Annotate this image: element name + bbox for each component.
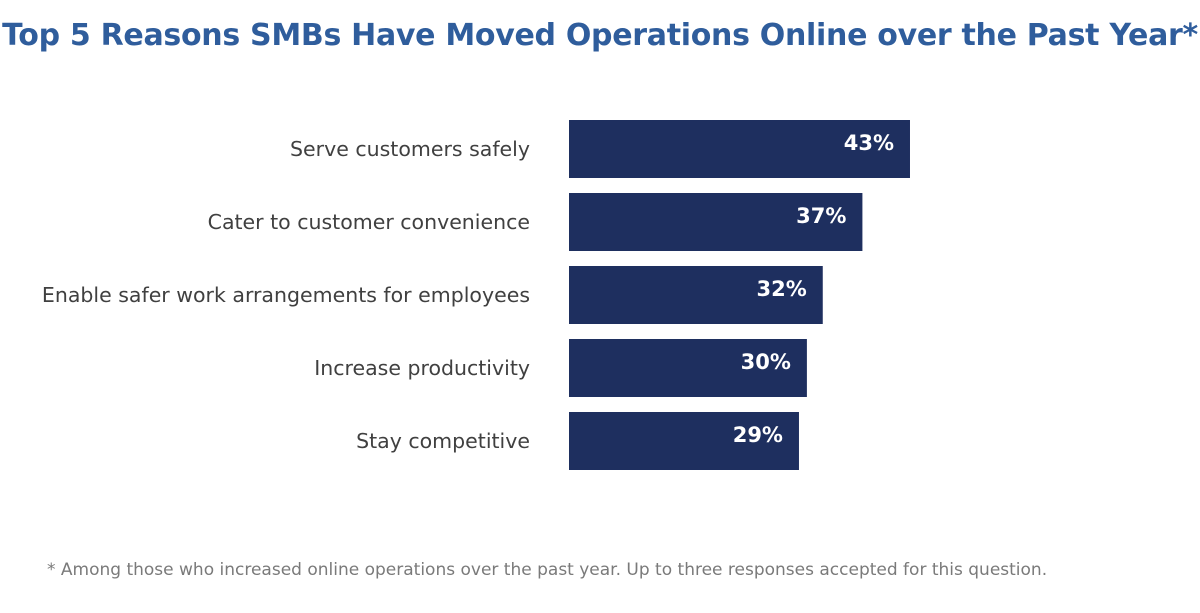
category-label-3: Enable safer work arrangements for emplo… — [42, 283, 530, 307]
category-label-1: Serve customers safely — [290, 137, 530, 161]
bar-3 — [569, 266, 823, 324]
value-label-4: 30% — [741, 350, 791, 374]
value-label-1: 43% — [844, 131, 894, 155]
value-label-5: 29% — [733, 423, 783, 447]
value-label-3: 32% — [756, 277, 806, 301]
chart-title: Top 5 Reasons SMBs Have Moved Operations… — [2, 18, 1198, 53]
bar-2 — [569, 193, 863, 251]
category-label-4: Increase productivity — [314, 356, 530, 380]
bar-5 — [569, 412, 799, 470]
bar-4 — [569, 339, 807, 397]
bar-1 — [569, 120, 910, 178]
chart-footnote: * Among those who increased online opera… — [47, 560, 1048, 580]
category-label-5: Stay competitive — [356, 429, 530, 453]
category-label-2: Cater to customer convenience — [208, 210, 530, 234]
value-label-2: 37% — [796, 204, 846, 228]
